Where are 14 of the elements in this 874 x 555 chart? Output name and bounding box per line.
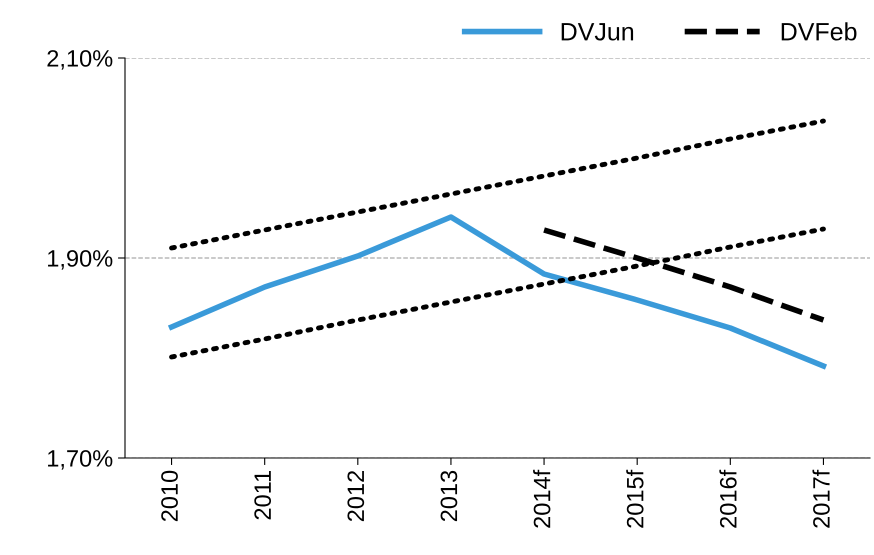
x-tick-label: 2017f (812, 470, 830, 528)
y-tick-label: 1,90% (48, 250, 112, 270)
x-tick-label: 2015f (626, 470, 644, 528)
line-series (169, 118, 826, 250)
y-tick-label: 2,10% (47, 50, 112, 70)
x-tick-label: 2011 (254, 470, 272, 520)
x-tick-label: 2012 (347, 470, 364, 522)
x-tick-label: 2010 (161, 470, 178, 522)
y-tick-label: 1,70% (48, 450, 112, 470)
x-tick-label: 2016f (719, 470, 737, 528)
x-tick-label: 2014f (533, 470, 550, 528)
legend-label: DVJun (562, 23, 634, 41)
legend-label: DVFeb (782, 22, 856, 41)
x-tick-label: 2013 (440, 470, 458, 522)
